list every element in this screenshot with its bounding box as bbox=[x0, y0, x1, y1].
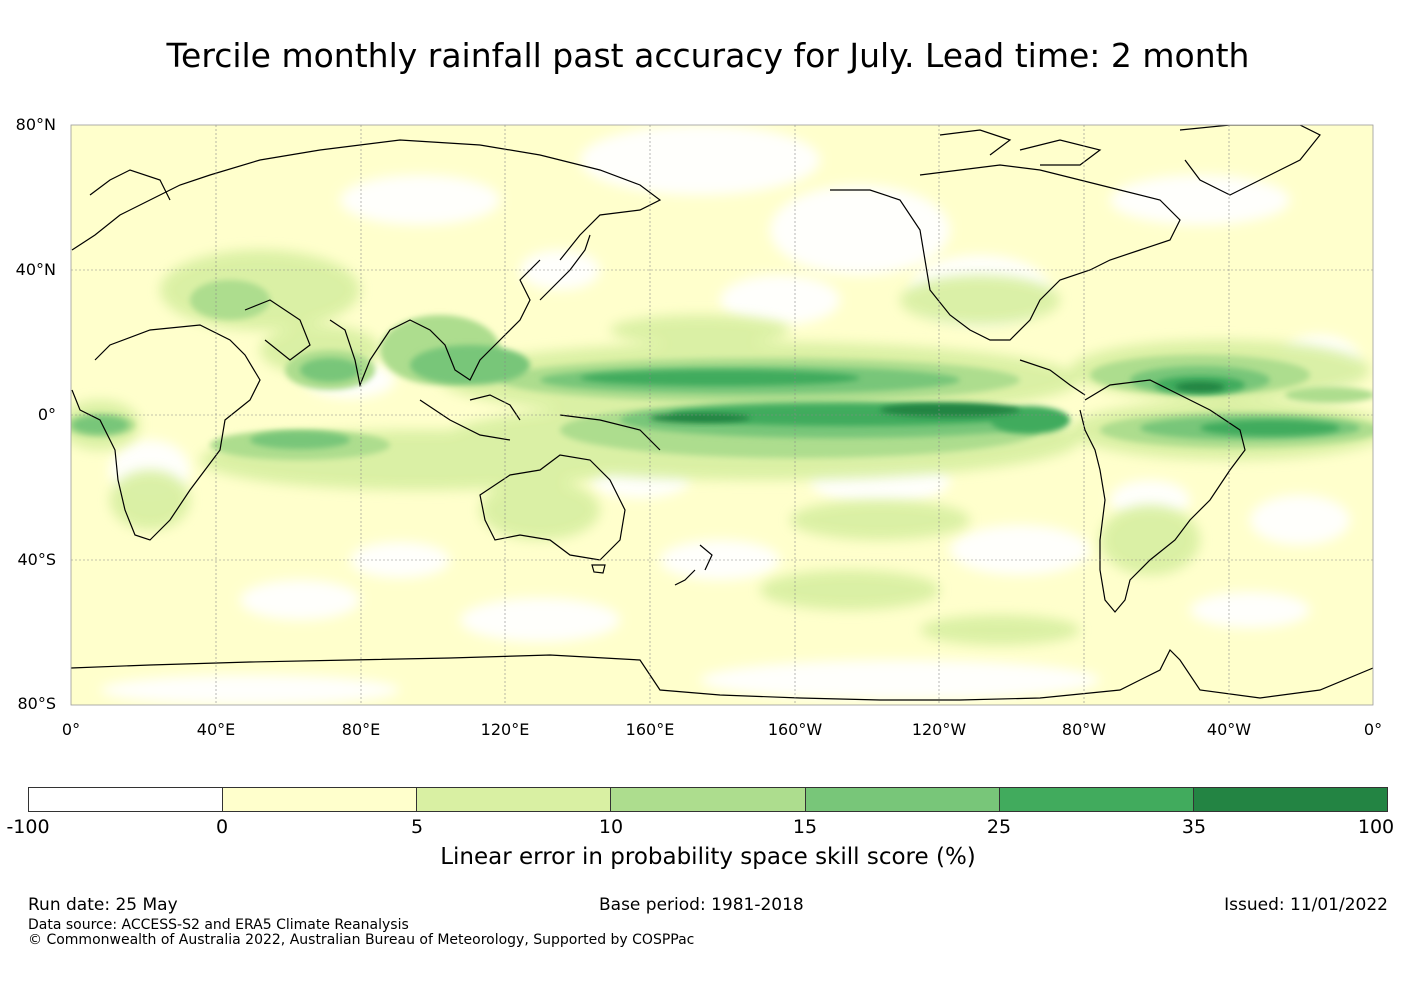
lon-label-80e: 80°E bbox=[341, 720, 381, 739]
base-period: Base period: 1981-2018 bbox=[599, 895, 804, 915]
colorbar-tick: 10 bbox=[598, 816, 624, 838]
lon-label-0-east: 0° bbox=[1363, 720, 1383, 739]
coastlines bbox=[71, 125, 1373, 701]
lat-label-80n: 80°N bbox=[15, 115, 56, 134]
colorbar-segment bbox=[1193, 788, 1387, 811]
lon-label-120e: 120°E bbox=[480, 720, 530, 739]
run-date: Run date: 25 May bbox=[28, 895, 178, 915]
lon-label-160e: 160°E bbox=[625, 720, 675, 739]
colorbar-tick: 100 bbox=[1357, 816, 1395, 838]
lat-label-80s: 80°S bbox=[17, 694, 56, 713]
colorbar-segment bbox=[999, 788, 1194, 811]
issued-date: Issued: 11/01/2022 bbox=[1224, 895, 1388, 915]
colorbar-tick: 35 bbox=[1181, 816, 1207, 838]
lon-label-160w: 160°W bbox=[767, 720, 823, 739]
lon-label-80w: 80°W bbox=[1061, 720, 1107, 739]
colorbar-tick: 5 bbox=[410, 816, 424, 838]
lon-label-40w: 40°W bbox=[1206, 720, 1252, 739]
colorbar-segment bbox=[223, 788, 418, 811]
colorbar-tick: 0 bbox=[215, 816, 229, 838]
skill-score-map bbox=[70, 124, 1374, 706]
lon-label-120w: 120°W bbox=[911, 720, 967, 739]
colorbar-tick: 25 bbox=[986, 816, 1012, 838]
map-frame bbox=[70, 124, 1374, 706]
lat-label-equator: 0° bbox=[37, 405, 56, 424]
colorbar-segment bbox=[29, 788, 224, 811]
graticule bbox=[71, 125, 1373, 705]
lat-label-40s: 40°S bbox=[17, 550, 56, 569]
colorbar-segment bbox=[805, 788, 1000, 811]
lon-label-0-west: 0° bbox=[61, 720, 81, 739]
colorbar-segment bbox=[417, 788, 612, 811]
lat-label-40n: 40°N bbox=[15, 260, 56, 279]
data-source: Data source: ACCESS-S2 and ERA5 Climate … bbox=[28, 917, 409, 933]
lon-label-40e: 40°E bbox=[196, 720, 236, 739]
colorbar-tick: -100 bbox=[6, 816, 50, 838]
map-title: Tercile monthly rainfall past accuracy f… bbox=[166, 36, 1250, 75]
colorbar-segment bbox=[611, 788, 806, 811]
copyright: © Commonwealth of Australia 2022, Austra… bbox=[28, 932, 695, 948]
map-field bbox=[71, 125, 1373, 705]
colorbar bbox=[28, 787, 1388, 812]
colorbar-tick: 15 bbox=[792, 816, 818, 838]
colorbar-label: Linear error in probability space skill … bbox=[440, 844, 976, 870]
